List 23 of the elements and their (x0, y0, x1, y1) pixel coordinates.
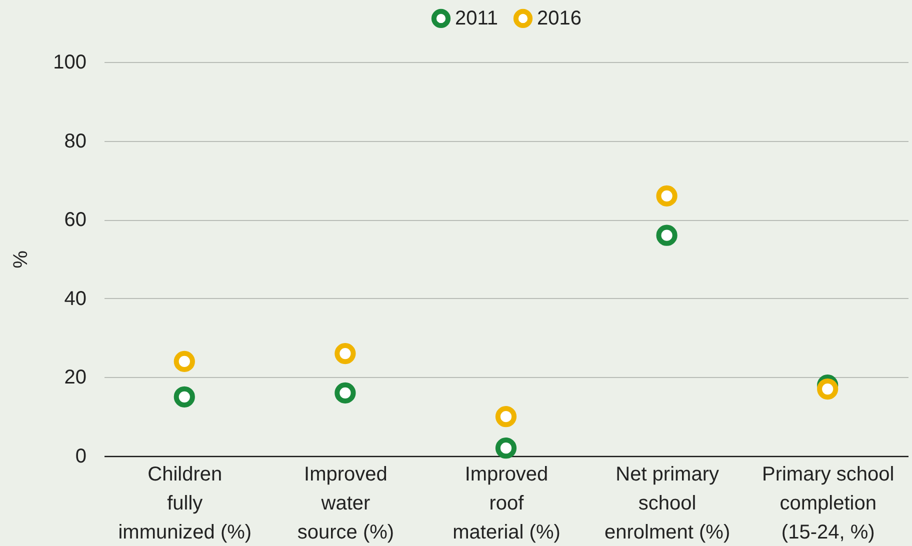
x-tick-label: Primary school completion (15-24, %) (762, 464, 894, 544)
y-tick-label: 80 (64, 130, 86, 152)
y-axis-title: % (10, 250, 32, 268)
legend-label: 2011 (455, 7, 498, 30)
y-tick-label: 100 (53, 52, 86, 74)
y-tick-label: 40 (64, 288, 86, 310)
x-tick-label: Improved water source (%) (297, 464, 394, 544)
y-tick-label: 0 (75, 446, 86, 468)
point (495, 406, 517, 428)
point (334, 382, 356, 404)
legend-label: 2016 (537, 7, 582, 30)
x-tick-label: Improved roof material (%) (452, 464, 560, 544)
point (656, 185, 678, 207)
point (656, 224, 678, 246)
y-tick-label: 20 (64, 366, 86, 389)
point (495, 438, 517, 459)
point (334, 343, 356, 364)
point (817, 378, 838, 400)
x-tick-label: Children fully immunized (%) (118, 464, 252, 544)
y-tick-label: 60 (64, 209, 86, 232)
point (174, 386, 195, 408)
point (174, 350, 195, 372)
x-tick-label: Net primary school enrolment (%) (604, 464, 730, 544)
